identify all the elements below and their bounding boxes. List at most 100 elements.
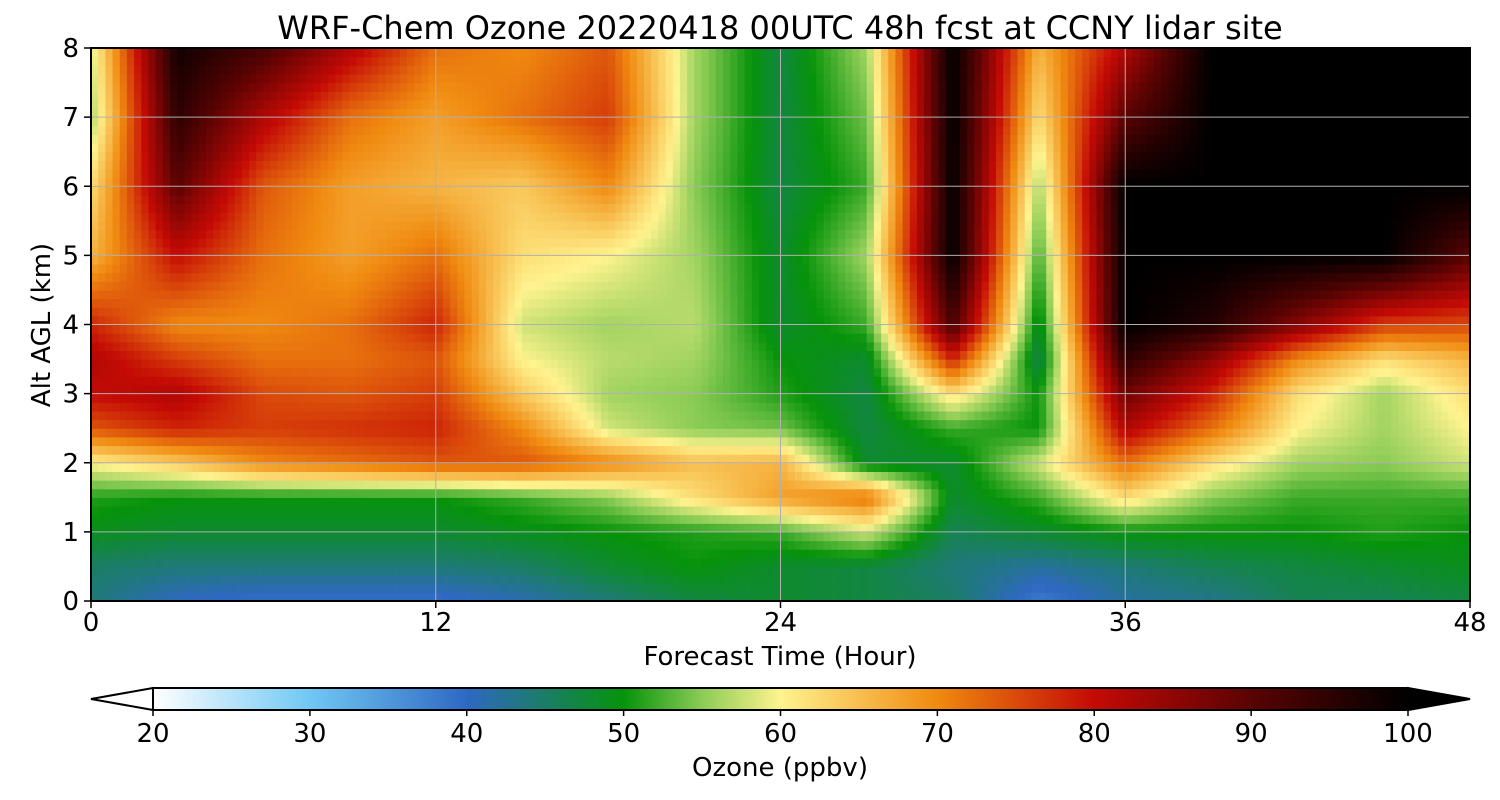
heatmap-cell bbox=[708, 454, 717, 464]
heatmap-cell bbox=[119, 540, 128, 550]
heatmap-cell bbox=[1125, 523, 1134, 533]
heatmap-cell bbox=[1283, 592, 1292, 601]
heatmap-cell bbox=[572, 583, 580, 593]
heatmap-cell bbox=[1003, 480, 1011, 490]
heatmap-cell bbox=[529, 505, 537, 516]
heatmap-cell bbox=[888, 531, 897, 542]
heatmap-cell bbox=[615, 557, 624, 568]
heatmap-cell bbox=[421, 480, 430, 490]
heatmap-cell bbox=[1197, 436, 1205, 447]
heatmap-cell bbox=[622, 471, 631, 481]
heatmap-cell bbox=[694, 471, 703, 481]
heatmap-cell bbox=[263, 523, 272, 533]
heatmap-cell bbox=[751, 454, 760, 464]
heatmap-cell bbox=[119, 557, 128, 568]
heatmap-cell bbox=[529, 557, 537, 568]
heatmap-cell bbox=[162, 575, 171, 585]
heatmap-cell bbox=[744, 471, 753, 481]
heatmap-cell bbox=[967, 454, 976, 464]
heatmap-cell bbox=[723, 454, 731, 464]
heatmap-cell bbox=[780, 419, 789, 429]
heatmap-cell bbox=[1197, 393, 1205, 403]
heatmap-cell bbox=[881, 505, 889, 516]
heatmap-cell bbox=[155, 497, 164, 507]
heatmap-cell bbox=[1240, 592, 1248, 601]
heatmap-cell bbox=[687, 419, 695, 429]
heatmap-cell bbox=[500, 575, 509, 585]
heatmap-cell bbox=[708, 505, 717, 516]
heatmap-cell bbox=[737, 384, 746, 395]
heatmap-cell bbox=[845, 454, 853, 464]
heatmap-cell bbox=[299, 410, 308, 421]
heatmap-cell bbox=[658, 419, 667, 429]
heatmap-cell bbox=[600, 488, 609, 498]
heatmap-cell bbox=[428, 436, 437, 447]
heatmap-cell bbox=[679, 523, 688, 533]
heatmap-cell bbox=[112, 549, 121, 559]
heatmap-cell bbox=[830, 384, 839, 395]
heatmap-cell bbox=[1089, 497, 1098, 507]
heatmap-cell bbox=[780, 566, 789, 576]
heatmap-cell bbox=[277, 505, 286, 516]
heatmap-cell bbox=[1024, 549, 1033, 559]
heatmap-cell bbox=[1060, 393, 1069, 403]
heatmap-cell bbox=[399, 402, 408, 412]
heatmap-cell bbox=[320, 471, 329, 481]
heatmap-cell bbox=[701, 410, 710, 421]
heatmap-cell bbox=[1125, 540, 1134, 550]
heatmap-cell bbox=[263, 436, 272, 447]
heatmap-cell bbox=[766, 384, 774, 395]
heatmap-cell bbox=[227, 471, 236, 481]
heatmap-cell bbox=[952, 402, 961, 412]
heatmap-cell bbox=[1132, 488, 1141, 498]
heatmap-cell bbox=[399, 531, 408, 542]
heatmap-cell bbox=[1010, 523, 1019, 533]
heatmap-cell bbox=[141, 531, 150, 542]
heatmap-cell bbox=[586, 531, 595, 542]
heatmap-cell bbox=[112, 462, 121, 472]
heatmap-cell bbox=[241, 428, 250, 438]
heatmap-cell bbox=[414, 583, 422, 593]
heatmap-cell bbox=[378, 393, 387, 403]
heatmap-cell bbox=[816, 566, 825, 576]
heatmap-cell bbox=[1053, 514, 1062, 524]
heatmap-cell bbox=[1168, 566, 1177, 576]
heatmap-cell bbox=[1139, 393, 1148, 403]
heatmap-cell bbox=[493, 505, 501, 516]
heatmap-cell bbox=[536, 523, 545, 533]
heatmap-cell bbox=[1448, 471, 1457, 481]
heatmap-cell bbox=[737, 436, 746, 447]
heatmap-cell bbox=[1125, 583, 1134, 593]
heatmap-cell bbox=[730, 531, 738, 542]
heatmap-cell bbox=[249, 540, 257, 550]
heatmap-cell bbox=[615, 480, 624, 490]
heatmap-cell bbox=[1031, 531, 1040, 542]
heatmap-cell bbox=[1369, 445, 1378, 455]
heatmap-cell bbox=[687, 488, 695, 498]
heatmap-cell bbox=[565, 454, 573, 464]
heatmap-cell bbox=[486, 549, 494, 559]
heatmap-cell bbox=[91, 557, 99, 568]
heatmap-cell bbox=[902, 566, 911, 576]
heatmap-cell bbox=[845, 505, 853, 516]
heatmap-cell bbox=[988, 488, 997, 498]
heatmap-cell bbox=[715, 428, 724, 438]
heatmap-cell bbox=[1448, 445, 1457, 455]
heatmap-cell bbox=[859, 549, 868, 559]
heatmap-cell bbox=[665, 384, 674, 395]
heatmap-cell bbox=[665, 592, 674, 601]
heatmap-cell bbox=[816, 419, 825, 429]
heatmap-cell bbox=[1010, 488, 1019, 498]
heatmap-cell bbox=[1175, 531, 1184, 542]
heatmap-cell bbox=[665, 376, 674, 386]
heatmap-cell bbox=[1390, 575, 1399, 585]
heatmap-cell bbox=[536, 454, 545, 464]
heatmap-cell bbox=[629, 592, 638, 601]
heatmap-cell bbox=[766, 428, 774, 438]
heatmap-cell bbox=[263, 402, 272, 412]
heatmap-cell bbox=[1153, 575, 1162, 585]
heatmap-cell bbox=[249, 583, 257, 593]
heatmap-cell bbox=[1074, 583, 1083, 593]
heatmap-cell bbox=[615, 393, 624, 403]
heatmap-cell bbox=[1010, 514, 1019, 524]
